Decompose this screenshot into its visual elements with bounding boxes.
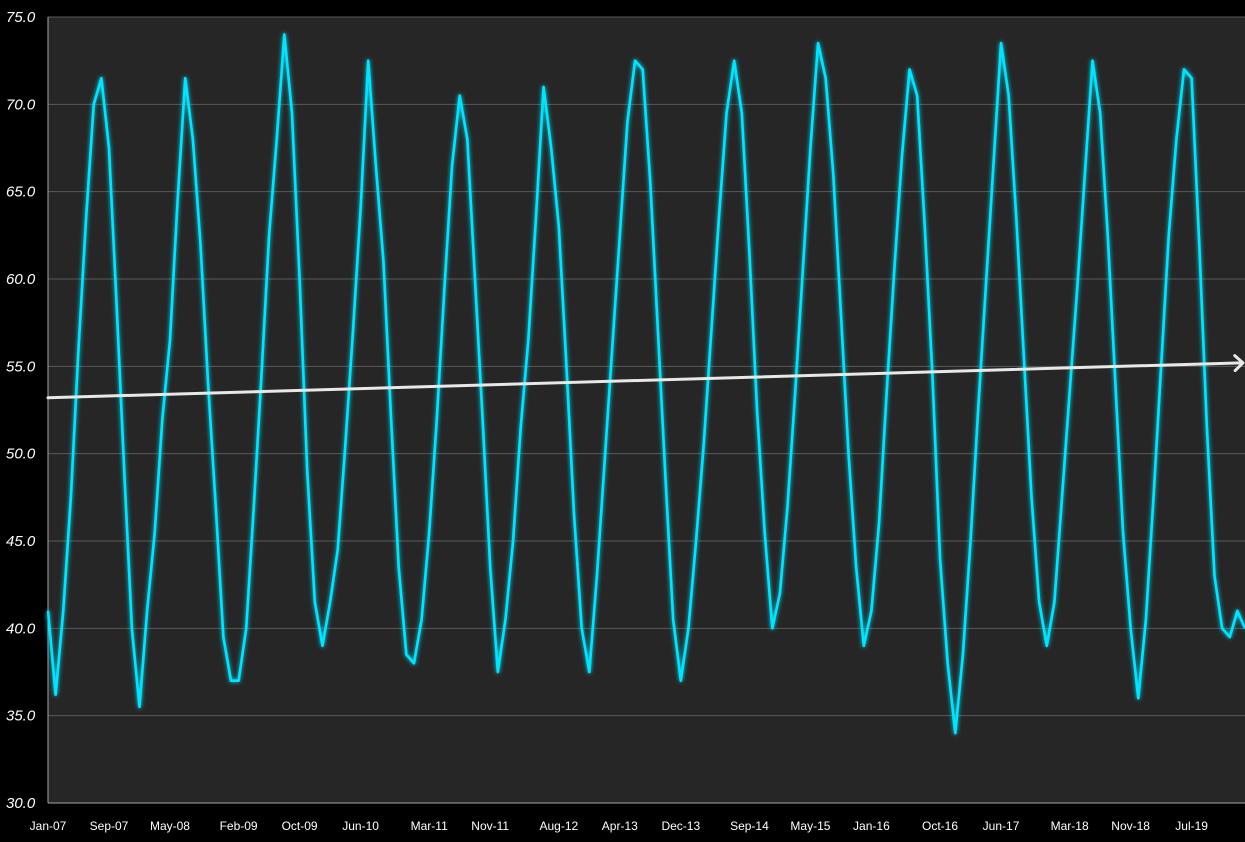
gridlines [48, 16, 1245, 717]
y-tick-label: 40.0 [6, 620, 36, 637]
x-tick-label: Oct-16 [922, 819, 958, 833]
y-tick-label: 55.0 [6, 358, 36, 375]
x-tick-label: Jan-16 [853, 819, 890, 833]
trend-layer [46, 354, 1245, 400]
y-tick-label: 50.0 [6, 446, 36, 463]
x-tick-label: Feb-09 [220, 819, 258, 833]
trend-line [46, 361, 1243, 400]
x-tick-label: Aug-12 [539, 819, 578, 833]
y-tick-label: 30.0 [6, 795, 36, 812]
x-tick-label: Oct-09 [282, 819, 318, 833]
x-tick-label: Nov-11 [471, 819, 509, 833]
x-tick-label: Sep-14 [730, 819, 769, 833]
plot-area [48, 17, 1245, 803]
x-axis-tick-labels: Jan-07 Sep-07 May-08 Feb-09 Oct-09 Jun-10 Mar-… [30, 819, 1209, 833]
axes [47, 17, 1245, 804]
x-tick-label: May-08 [150, 819, 190, 833]
series-layer [46, 33, 1245, 735]
y-tick-label: 35.0 [6, 708, 36, 725]
y-tick-label: 65.0 [6, 184, 36, 201]
x-tick-label: Jun-17 [983, 819, 1020, 833]
x-tick-label: May-15 [790, 819, 830, 833]
x-tick-label: Sep-07 [90, 819, 129, 833]
y-tick-label: 75.0 [6, 9, 36, 26]
y-tick-label: 70.0 [6, 96, 36, 113]
x-tick-label: Apr-13 [602, 819, 638, 833]
x-tick-label: Jul-19 [1175, 819, 1208, 833]
x-tick-label: Nov-18 [1111, 819, 1150, 833]
y-tick-label: 45.0 [6, 533, 36, 550]
x-tick-label: Dec-13 [661, 819, 700, 833]
trend-arrowhead [1233, 354, 1245, 373]
x-tick-label: Mar-11 [411, 819, 448, 833]
y-tick-label: 60.0 [6, 271, 36, 288]
x-tick-label: Mar-18 [1051, 819, 1089, 833]
x-tick-label: Jan-07 [30, 819, 67, 833]
series-line [46, 33, 1245, 735]
y-axis-tick-labels: 30.0 35.0 40.0 45.0 50.0 55.0 60.0 65.0 70.0 75.0 [6, 9, 36, 812]
x-tick-label: Jun-10 [342, 819, 379, 833]
